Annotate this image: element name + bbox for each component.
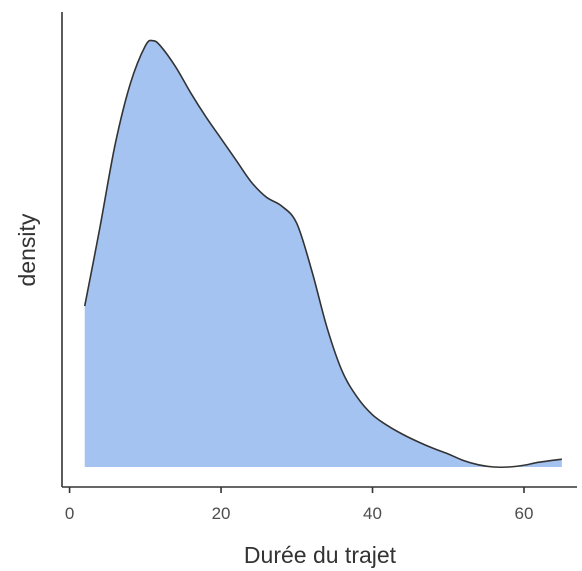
y-axis-title: density: [14, 213, 40, 286]
x-tick-label: 20: [212, 504, 231, 523]
x-tick-label: 40: [363, 504, 382, 523]
x-tick-label: 0: [65, 504, 74, 523]
density-line: [83, 39, 562, 469]
x-axis-title: Durée du trajet: [244, 542, 397, 568]
plot-area: [83, 39, 562, 469]
density-area: [84, 40, 562, 468]
x-axis-ticks: 0 20 40 60: [65, 487, 534, 523]
axes: [61, 12, 577, 488]
x-tick-label: 60: [515, 504, 534, 523]
